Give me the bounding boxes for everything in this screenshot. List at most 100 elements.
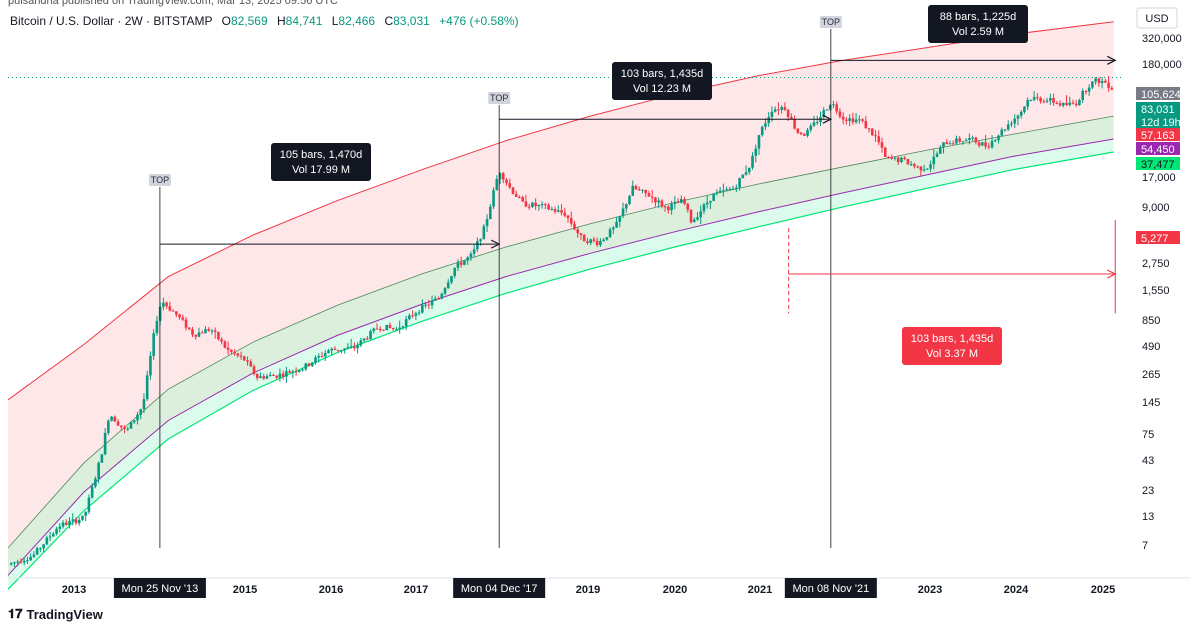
candle-body [647, 193, 651, 197]
candle-body [77, 519, 81, 524]
candle-body [145, 375, 149, 400]
candle-body [903, 157, 906, 160]
candle-body [968, 138, 971, 140]
candle-body [126, 428, 130, 430]
candle-body [870, 128, 874, 136]
candle-body [401, 326, 405, 328]
brand-name: TradingView [26, 606, 103, 622]
candle-body [440, 293, 444, 299]
candle-body [644, 189, 647, 194]
candle-body [676, 202, 680, 204]
candle-body [1003, 129, 1007, 131]
candle-body [485, 219, 489, 227]
candle-body [955, 138, 958, 144]
candle-body [236, 353, 240, 356]
time-tick-label: 2024 [1004, 584, 1029, 596]
candle-body [906, 159, 910, 165]
channel-bands [7, 21, 1114, 590]
candle-body [472, 249, 476, 254]
candle-body [437, 298, 440, 300]
candle-body [61, 522, 65, 527]
candle-body [1058, 103, 1062, 106]
candle-body [327, 350, 330, 353]
candle-body [550, 209, 554, 211]
candle-body [556, 210, 560, 212]
candle-body [1042, 101, 1046, 103]
candle-body [275, 375, 278, 378]
candle-body [838, 111, 842, 117]
candle-body [751, 155, 754, 168]
measure-volume-label: Vol 17.99 M [292, 164, 350, 176]
candle-body [139, 409, 143, 415]
candle-body [832, 104, 835, 106]
candle-body [854, 119, 858, 123]
candle-body [722, 190, 725, 192]
price-marker-label: 54,450 [1141, 144, 1175, 156]
candle-body [738, 178, 741, 188]
candle-body [916, 166, 919, 168]
candle-body [1061, 102, 1065, 106]
candle-body [64, 522, 68, 526]
candle-body [974, 137, 978, 143]
currency-label: USD [1145, 13, 1168, 25]
candle-body [463, 260, 466, 265]
candle-body [602, 239, 605, 241]
candle-body [482, 226, 486, 240]
symbol-title[interactable]: Bitcoin / U.S. Dollar · 2W · BITSTAMP [10, 14, 213, 28]
candle-body [624, 204, 628, 209]
candle-body [1016, 115, 1020, 119]
candle-body [107, 420, 110, 433]
candle-body [349, 346, 353, 348]
candle-body [553, 209, 557, 212]
candle-body [841, 116, 845, 120]
candle-body [74, 519, 78, 524]
low-value: 82,466 [338, 14, 376, 28]
candle-body [116, 421, 120, 426]
candle-body [246, 360, 249, 362]
candle-body [757, 135, 761, 149]
candle-body [890, 157, 894, 159]
price-tick-label: 23 [1142, 485, 1154, 497]
candle-body [660, 200, 664, 207]
candle-body [566, 215, 570, 219]
candle-body [340, 350, 343, 352]
symbol-legend[interactable]: Bitcoin / U.S. Dollar · 2W · BITSTAMP O8… [10, 14, 519, 28]
candle-body [1081, 90, 1084, 101]
candle-body [861, 119, 864, 122]
price-tick-label: 13 [1142, 511, 1154, 523]
price-marker [1136, 87, 1180, 100]
candle-body [22, 560, 26, 563]
candle-body [673, 202, 677, 204]
time-tick-label: 2020 [663, 584, 687, 596]
candle-body [90, 486, 94, 498]
candle-body [81, 515, 84, 520]
candle-body [113, 416, 117, 422]
candle-body [42, 544, 45, 549]
candle-body [657, 200, 660, 203]
candle-body [119, 425, 123, 428]
candle-body [731, 188, 735, 190]
candle-body [783, 107, 787, 110]
candle-body [961, 141, 965, 143]
candle-body [35, 548, 39, 555]
candle-body [618, 216, 622, 222]
tradingview-logo[interactable]: 𝟏𝟕 TradingView [8, 606, 103, 622]
candle-body [822, 110, 826, 118]
candle-body [531, 202, 534, 207]
candle-body [162, 302, 165, 307]
candle-body [84, 511, 87, 516]
candle-body [929, 164, 932, 169]
candle-body [233, 351, 236, 354]
candle-body [858, 119, 861, 121]
candle-body [964, 139, 968, 142]
price-tick-label: 850 [1142, 315, 1160, 327]
candle-body [1000, 129, 1004, 136]
candle-body [369, 331, 372, 340]
candle-body [599, 240, 602, 246]
candle-body [1029, 99, 1033, 101]
candle-body [641, 189, 644, 191]
candle-body [1094, 78, 1097, 82]
candle-body [1097, 78, 1101, 84]
candle-body [343, 348, 346, 351]
